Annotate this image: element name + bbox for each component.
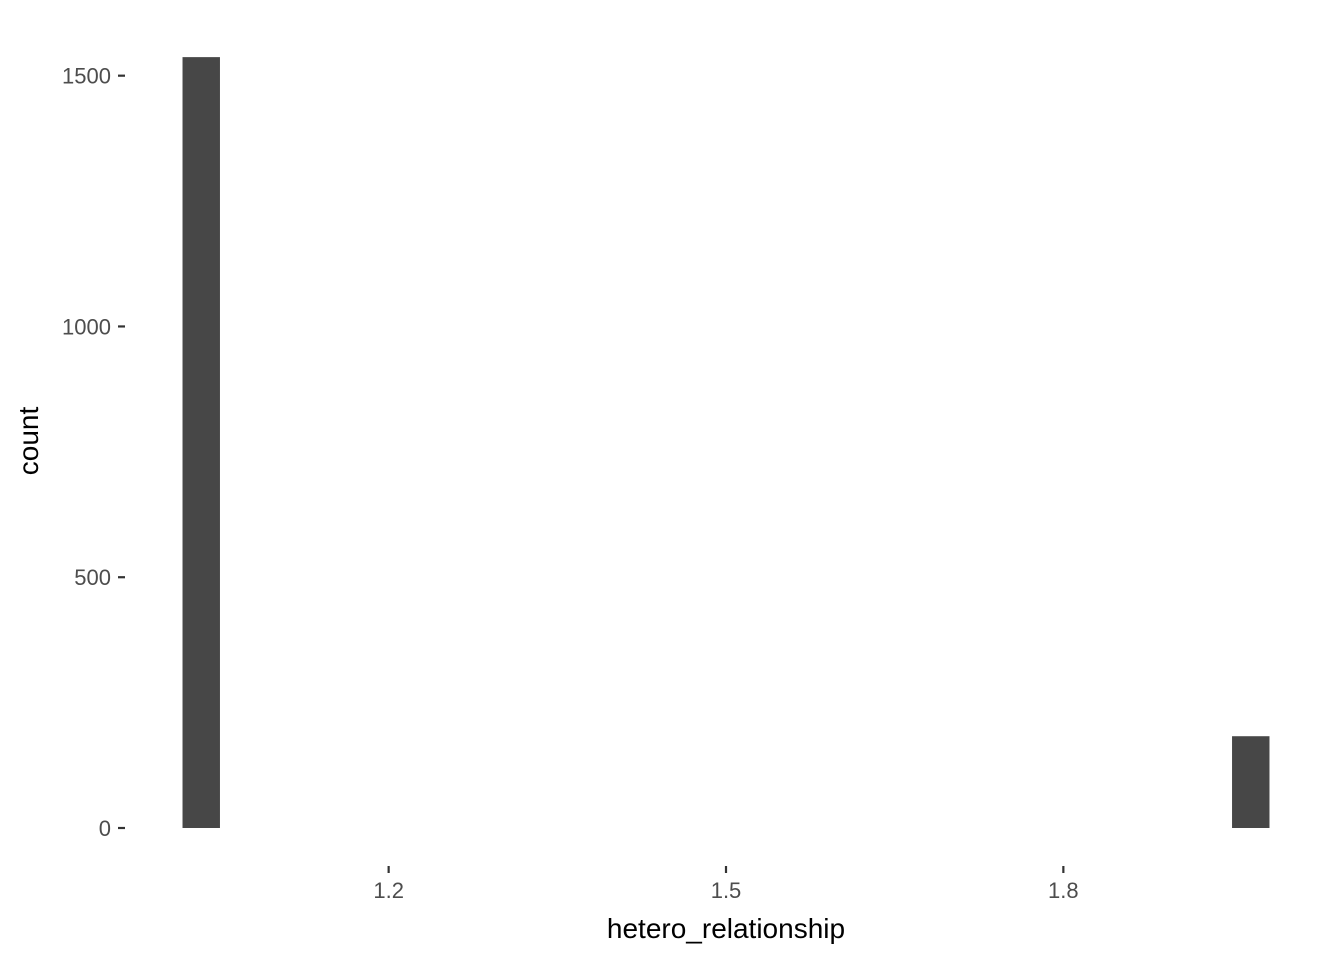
y-tick-label-2: 1000 <box>62 314 111 339</box>
y-axis: 0 500 1000 1500 <box>62 64 125 841</box>
y-tick-label-1: 500 <box>74 565 111 590</box>
histogram-bar-1 <box>1232 736 1270 828</box>
x-axis: 1.2 1.5 1.8 <box>373 866 1079 903</box>
x-tick-label-1: 1.5 <box>711 878 742 903</box>
y-axis-title: count <box>13 407 44 476</box>
x-tick-label-0: 1.2 <box>373 878 404 903</box>
x-tick-label-2: 1.8 <box>1048 878 1079 903</box>
y-tick-label-3: 1500 <box>62 64 111 89</box>
histogram-bar-0 <box>182 57 220 829</box>
y-tick-label-0: 0 <box>99 816 111 841</box>
x-axis-title: hetero_relationship <box>607 913 845 944</box>
bars-layer <box>182 57 1270 829</box>
